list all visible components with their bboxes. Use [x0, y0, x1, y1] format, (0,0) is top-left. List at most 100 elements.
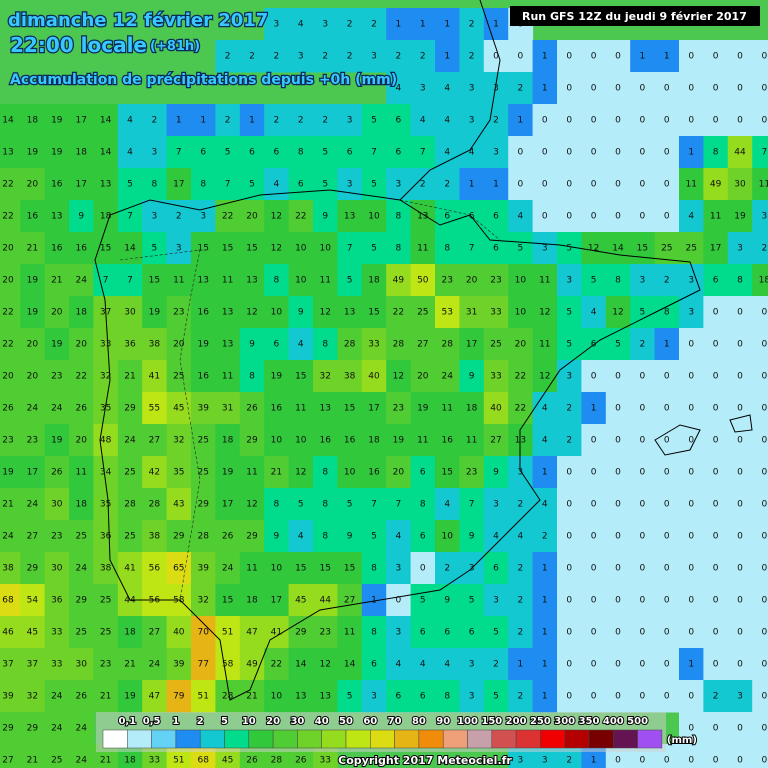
- precip-cell: [239, 456, 265, 489]
- precip-cell: [117, 328, 143, 361]
- precip-cell: [508, 680, 534, 713]
- precip-cell: [20, 392, 46, 425]
- precip-cell: [386, 456, 412, 489]
- precip-value: 23: [466, 468, 477, 478]
- precip-value: 58: [173, 596, 185, 606]
- precip-value: 11: [759, 180, 768, 190]
- france-border: [399, 199, 501, 241]
- date-title: dimanche 12 février 2017: [8, 10, 268, 31]
- precip-value: 6: [493, 212, 499, 222]
- precip-value: 17: [271, 596, 282, 606]
- precip-cell: [93, 648, 119, 681]
- precip-cell: [557, 520, 582, 553]
- precip-value: 0: [688, 724, 694, 734]
- precip-value: 35: [173, 468, 184, 478]
- precip-value: 6: [249, 148, 255, 158]
- precip-cell: [727, 424, 753, 457]
- precip-value: 3: [493, 148, 499, 158]
- precip-cell: [215, 584, 241, 617]
- precip-cell: [435, 200, 460, 233]
- precip-cell: [727, 72, 753, 105]
- precip-cell: [264, 40, 290, 73]
- precip-value: 32: [319, 372, 330, 382]
- precip-value: 20: [2, 372, 14, 382]
- precip-cell: [605, 40, 631, 73]
- legend-swatch: [491, 729, 517, 749]
- precip-cell: [166, 392, 192, 425]
- precip-value: 0: [542, 116, 548, 126]
- precip-cell: [264, 648, 290, 681]
- legend-label: 20: [266, 716, 280, 727]
- precip-value: 17: [75, 180, 86, 190]
- precip-cell: [483, 104, 509, 137]
- precip-value: 0: [688, 532, 694, 542]
- precip-cell: [264, 296, 290, 329]
- precip-value: 22: [515, 404, 526, 414]
- precip-value: 8: [371, 564, 377, 574]
- precip-cell: [20, 424, 46, 457]
- precip-cell: [679, 72, 704, 105]
- precip-cell: [386, 520, 412, 553]
- precip-value: 6: [444, 212, 450, 222]
- precip-value: 1: [542, 596, 548, 606]
- precip-cell: [532, 104, 558, 137]
- precip-cell: [654, 680, 680, 713]
- precip-cell: [288, 680, 314, 713]
- precip-cell: [679, 712, 704, 745]
- precip-cell: [166, 680, 192, 713]
- precip-value: 8: [200, 180, 206, 190]
- precip-cell: [142, 264, 168, 297]
- precip-value: 7: [420, 148, 426, 158]
- precip-cell: [288, 552, 314, 585]
- precip-value: 2: [176, 212, 182, 222]
- precip-value: 1: [664, 52, 670, 62]
- precip-cell: [313, 552, 338, 585]
- precip-cell: [459, 488, 485, 521]
- precip-cell: [532, 552, 558, 585]
- precip-value: 3: [762, 212, 768, 222]
- precip-value: 40: [368, 372, 380, 382]
- precip-cell: [679, 744, 704, 768]
- precip-value: 5: [591, 276, 597, 286]
- precip-value: 5: [493, 692, 499, 702]
- precip-value: 2: [518, 692, 524, 702]
- precip-value: 0: [762, 84, 768, 94]
- precip-value: 6: [420, 532, 426, 542]
- precip-value: 3: [176, 244, 182, 254]
- precip-value: 20: [27, 340, 39, 350]
- precip-value: 0: [396, 596, 402, 606]
- precip-cell: [703, 328, 729, 361]
- precip-value: 11: [75, 468, 86, 478]
- precip-cell: [69, 648, 94, 681]
- precip-value: 24: [2, 532, 14, 542]
- precip-value: 0: [640, 564, 646, 574]
- precip-cell: [215, 168, 241, 201]
- precip-value: 19: [734, 212, 746, 222]
- precip-value: 3: [396, 180, 402, 190]
- precip-value: 42: [149, 468, 160, 478]
- precip-cell: [557, 552, 582, 585]
- precip-cell: [361, 232, 387, 265]
- precip-value: 3: [518, 756, 524, 766]
- legend-swatch: [467, 729, 493, 749]
- precip-value: 24: [441, 372, 453, 382]
- precip-cell: [44, 424, 70, 457]
- precip-cell: [313, 360, 338, 393]
- precip-cell: [483, 648, 509, 681]
- precip-cell: [142, 136, 168, 169]
- precip-cell: [557, 72, 582, 105]
- precip-cell: [483, 584, 509, 617]
- precip-cell: [459, 40, 485, 73]
- precip-cell: [752, 520, 768, 553]
- precip-value: 15: [319, 564, 330, 574]
- precip-cell: [532, 488, 558, 521]
- precip-value: 35: [100, 404, 111, 414]
- precip-cell: [532, 40, 558, 73]
- precip-value: 21: [124, 372, 135, 382]
- precip-value: 29: [173, 532, 185, 542]
- precip-value: 3: [152, 148, 158, 158]
- precip-value: 3: [469, 116, 475, 126]
- precip-cell: [435, 328, 460, 361]
- precip-value: 25: [197, 468, 208, 478]
- precip-value: 28: [149, 500, 161, 510]
